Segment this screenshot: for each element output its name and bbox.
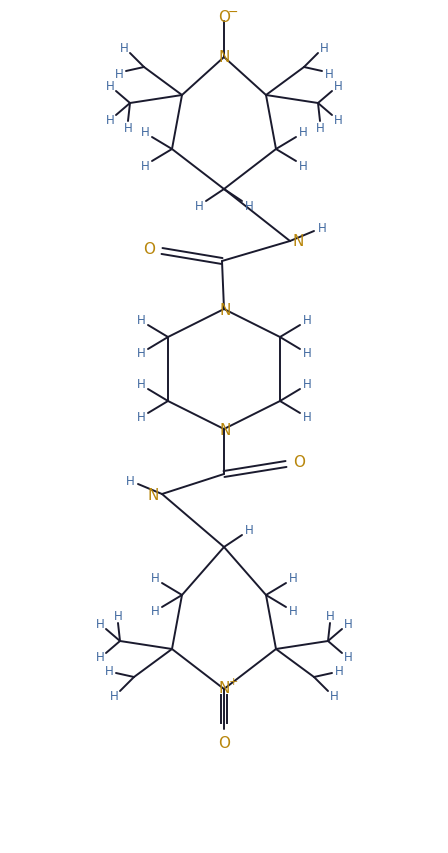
- Text: H: H: [319, 43, 328, 55]
- Text: +: +: [228, 676, 238, 686]
- Text: H: H: [245, 200, 254, 213]
- Text: H: H: [95, 651, 104, 664]
- Text: −: −: [228, 5, 238, 19]
- Text: H: H: [303, 314, 311, 327]
- Text: H: H: [289, 572, 297, 585]
- Text: N: N: [218, 50, 230, 66]
- Text: H: H: [110, 690, 118, 703]
- Text: H: H: [318, 223, 327, 235]
- Text: H: H: [106, 113, 114, 126]
- Text: H: H: [245, 524, 254, 537]
- Text: O: O: [143, 242, 155, 258]
- Text: H: H: [289, 605, 297, 618]
- Text: H: H: [303, 378, 311, 391]
- Text: N: N: [147, 488, 159, 503]
- Text: H: H: [326, 610, 334, 623]
- Text: H: H: [124, 122, 132, 136]
- Text: H: H: [303, 347, 311, 360]
- Text: N: N: [220, 303, 231, 318]
- Text: H: H: [125, 475, 134, 488]
- Text: N: N: [220, 423, 231, 438]
- Text: H: H: [141, 160, 149, 172]
- Text: H: H: [120, 43, 129, 55]
- Text: H: H: [325, 67, 333, 80]
- Text: H: H: [299, 160, 307, 172]
- Text: H: H: [115, 67, 123, 80]
- Text: H: H: [95, 618, 104, 630]
- Text: H: H: [334, 80, 342, 93]
- Text: N: N: [218, 681, 230, 696]
- Text: H: H: [299, 126, 307, 139]
- Text: H: H: [106, 80, 114, 93]
- Text: H: H: [105, 664, 113, 677]
- Text: H: H: [334, 113, 342, 126]
- Text: H: H: [114, 610, 122, 623]
- Text: H: H: [151, 572, 159, 585]
- Text: H: H: [137, 347, 145, 360]
- Text: H: H: [194, 200, 203, 213]
- Text: H: H: [330, 690, 338, 703]
- Text: H: H: [316, 122, 324, 136]
- Text: H: H: [141, 126, 149, 139]
- Text: H: H: [344, 651, 353, 664]
- Text: H: H: [137, 378, 145, 391]
- Text: H: H: [344, 618, 353, 630]
- Text: N: N: [292, 233, 304, 248]
- Text: H: H: [151, 605, 159, 618]
- Text: H: H: [137, 411, 145, 424]
- Text: H: H: [303, 411, 311, 424]
- Text: O: O: [293, 455, 305, 470]
- Text: O: O: [218, 10, 230, 26]
- Text: O: O: [218, 735, 230, 751]
- Text: H: H: [335, 664, 343, 677]
- Text: H: H: [137, 314, 145, 327]
